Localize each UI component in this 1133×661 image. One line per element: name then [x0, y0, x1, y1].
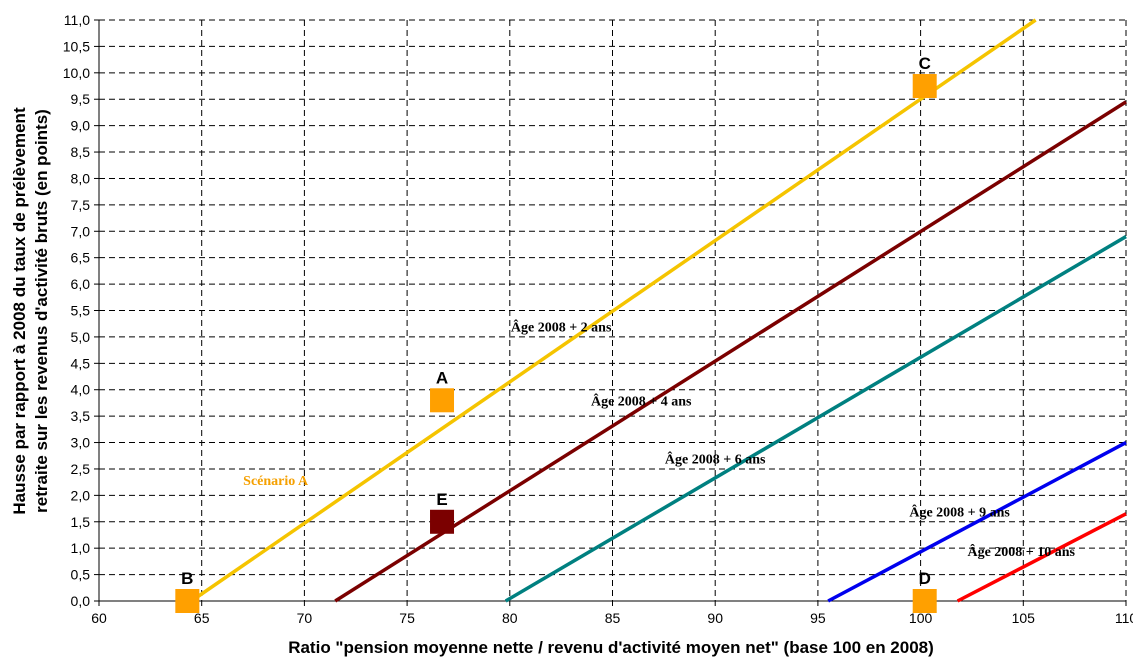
series-line-3 — [504, 235, 1127, 603]
point-label-e: E — [436, 490, 447, 509]
y-tick-label: 9,5 — [71, 91, 91, 107]
y-tick-label: 8,5 — [71, 144, 91, 160]
point-marker-c — [912, 74, 937, 99]
y-axis-title-line-1: Hausse par rapport à 2008 du taux de pré… — [10, 107, 29, 515]
y-tick-label: 5,0 — [71, 329, 91, 345]
y-tick-label: 0,5 — [71, 567, 91, 583]
x-tick-label: 65 — [194, 610, 210, 626]
y-tick-label: 10,0 — [63, 65, 90, 81]
x-tick-label: 85 — [605, 610, 621, 626]
series-label-2: Âge 2008 + 2 ans — [511, 319, 612, 336]
point-marker-e — [430, 509, 455, 534]
y-tick-label: 2,0 — [71, 487, 91, 503]
y-tick-label: 4,0 — [71, 382, 91, 398]
x-tick-label: 60 — [91, 610, 107, 626]
series-label-4: Âge 2008 + 6 ans — [665, 451, 766, 468]
point-marker-a — [430, 388, 455, 413]
y-tick-label: 7,0 — [71, 223, 91, 239]
series-label-5: Âge 2008 + 9 ans — [909, 503, 1010, 520]
point-marker-b — [175, 589, 200, 613]
point-marker-d — [912, 589, 937, 613]
y-tick-label: 2,5 — [71, 461, 91, 477]
x-tick-label: 105 — [1012, 610, 1036, 626]
x-tick-label: 90 — [707, 610, 723, 626]
x-tick-label: 110 — [1115, 610, 1133, 626]
x-tick-label: 75 — [399, 610, 415, 626]
y-tick-label: 1,0 — [71, 540, 91, 556]
series-label-1: Scénario A — [243, 474, 309, 489]
y-tick-label: 9,0 — [71, 118, 91, 134]
y-tick-label: 3,5 — [71, 408, 91, 424]
point-label-c: C — [919, 54, 931, 73]
point-label-b: B — [181, 569, 193, 588]
y-tick-label: 6,5 — [71, 250, 91, 266]
y-axis-title-line-2: retraite sur les revenus d'activité brut… — [32, 109, 51, 513]
x-tick-label: 95 — [810, 610, 826, 626]
axis-layer: 60 65 70 75 80 85 90 95 100 105 110 0,0 0,5 1,0 1,5 2,0… — [63, 12, 1133, 626]
y-tick-label: 0,0 — [71, 593, 91, 609]
x-tick-label: 80 — [502, 610, 518, 626]
series-label-3: Âge 2008 + 4 ans — [591, 393, 692, 410]
y-tick-label: 4,5 — [71, 355, 91, 371]
y-tick-label: 8,0 — [71, 170, 91, 186]
point-label-d: D — [919, 569, 931, 588]
y-tick-label: 5,5 — [71, 303, 91, 319]
point-layer: A B C D E — [175, 54, 937, 613]
y-tick-label: 1,5 — [71, 514, 91, 530]
annotation-layer: Scénario A Âge 2008 + 2 ans Âge 2008 + 4 a… — [243, 319, 1075, 560]
series-line-5 — [956, 512, 1127, 603]
series-label-6: Âge 2008 + 10 ans — [967, 543, 1075, 560]
y-tick-label: 3,0 — [71, 435, 91, 451]
series-line-2 — [334, 100, 1127, 603]
y-tick-label: 6,0 — [71, 276, 91, 292]
series-layer — [190, 18, 1127, 603]
grid-layer — [99, 19, 1127, 601]
point-label-a: A — [436, 368, 448, 387]
x-axis-title: Ratio "pension moyenne nette / revenu d'… — [288, 638, 934, 657]
x-tick-label: 70 — [297, 610, 313, 626]
series-line-4 — [827, 441, 1127, 603]
series-line-1 — [190, 18, 1037, 603]
y-axis-title: Hausse par rapport à 2008 du taux de pré… — [10, 107, 51, 515]
y-tick-label: 11,0 — [64, 12, 90, 28]
y-tick-label: 10,5 — [63, 38, 90, 54]
x-tick-label: 100 — [909, 610, 933, 626]
y-tick-label: 7,5 — [71, 197, 91, 213]
